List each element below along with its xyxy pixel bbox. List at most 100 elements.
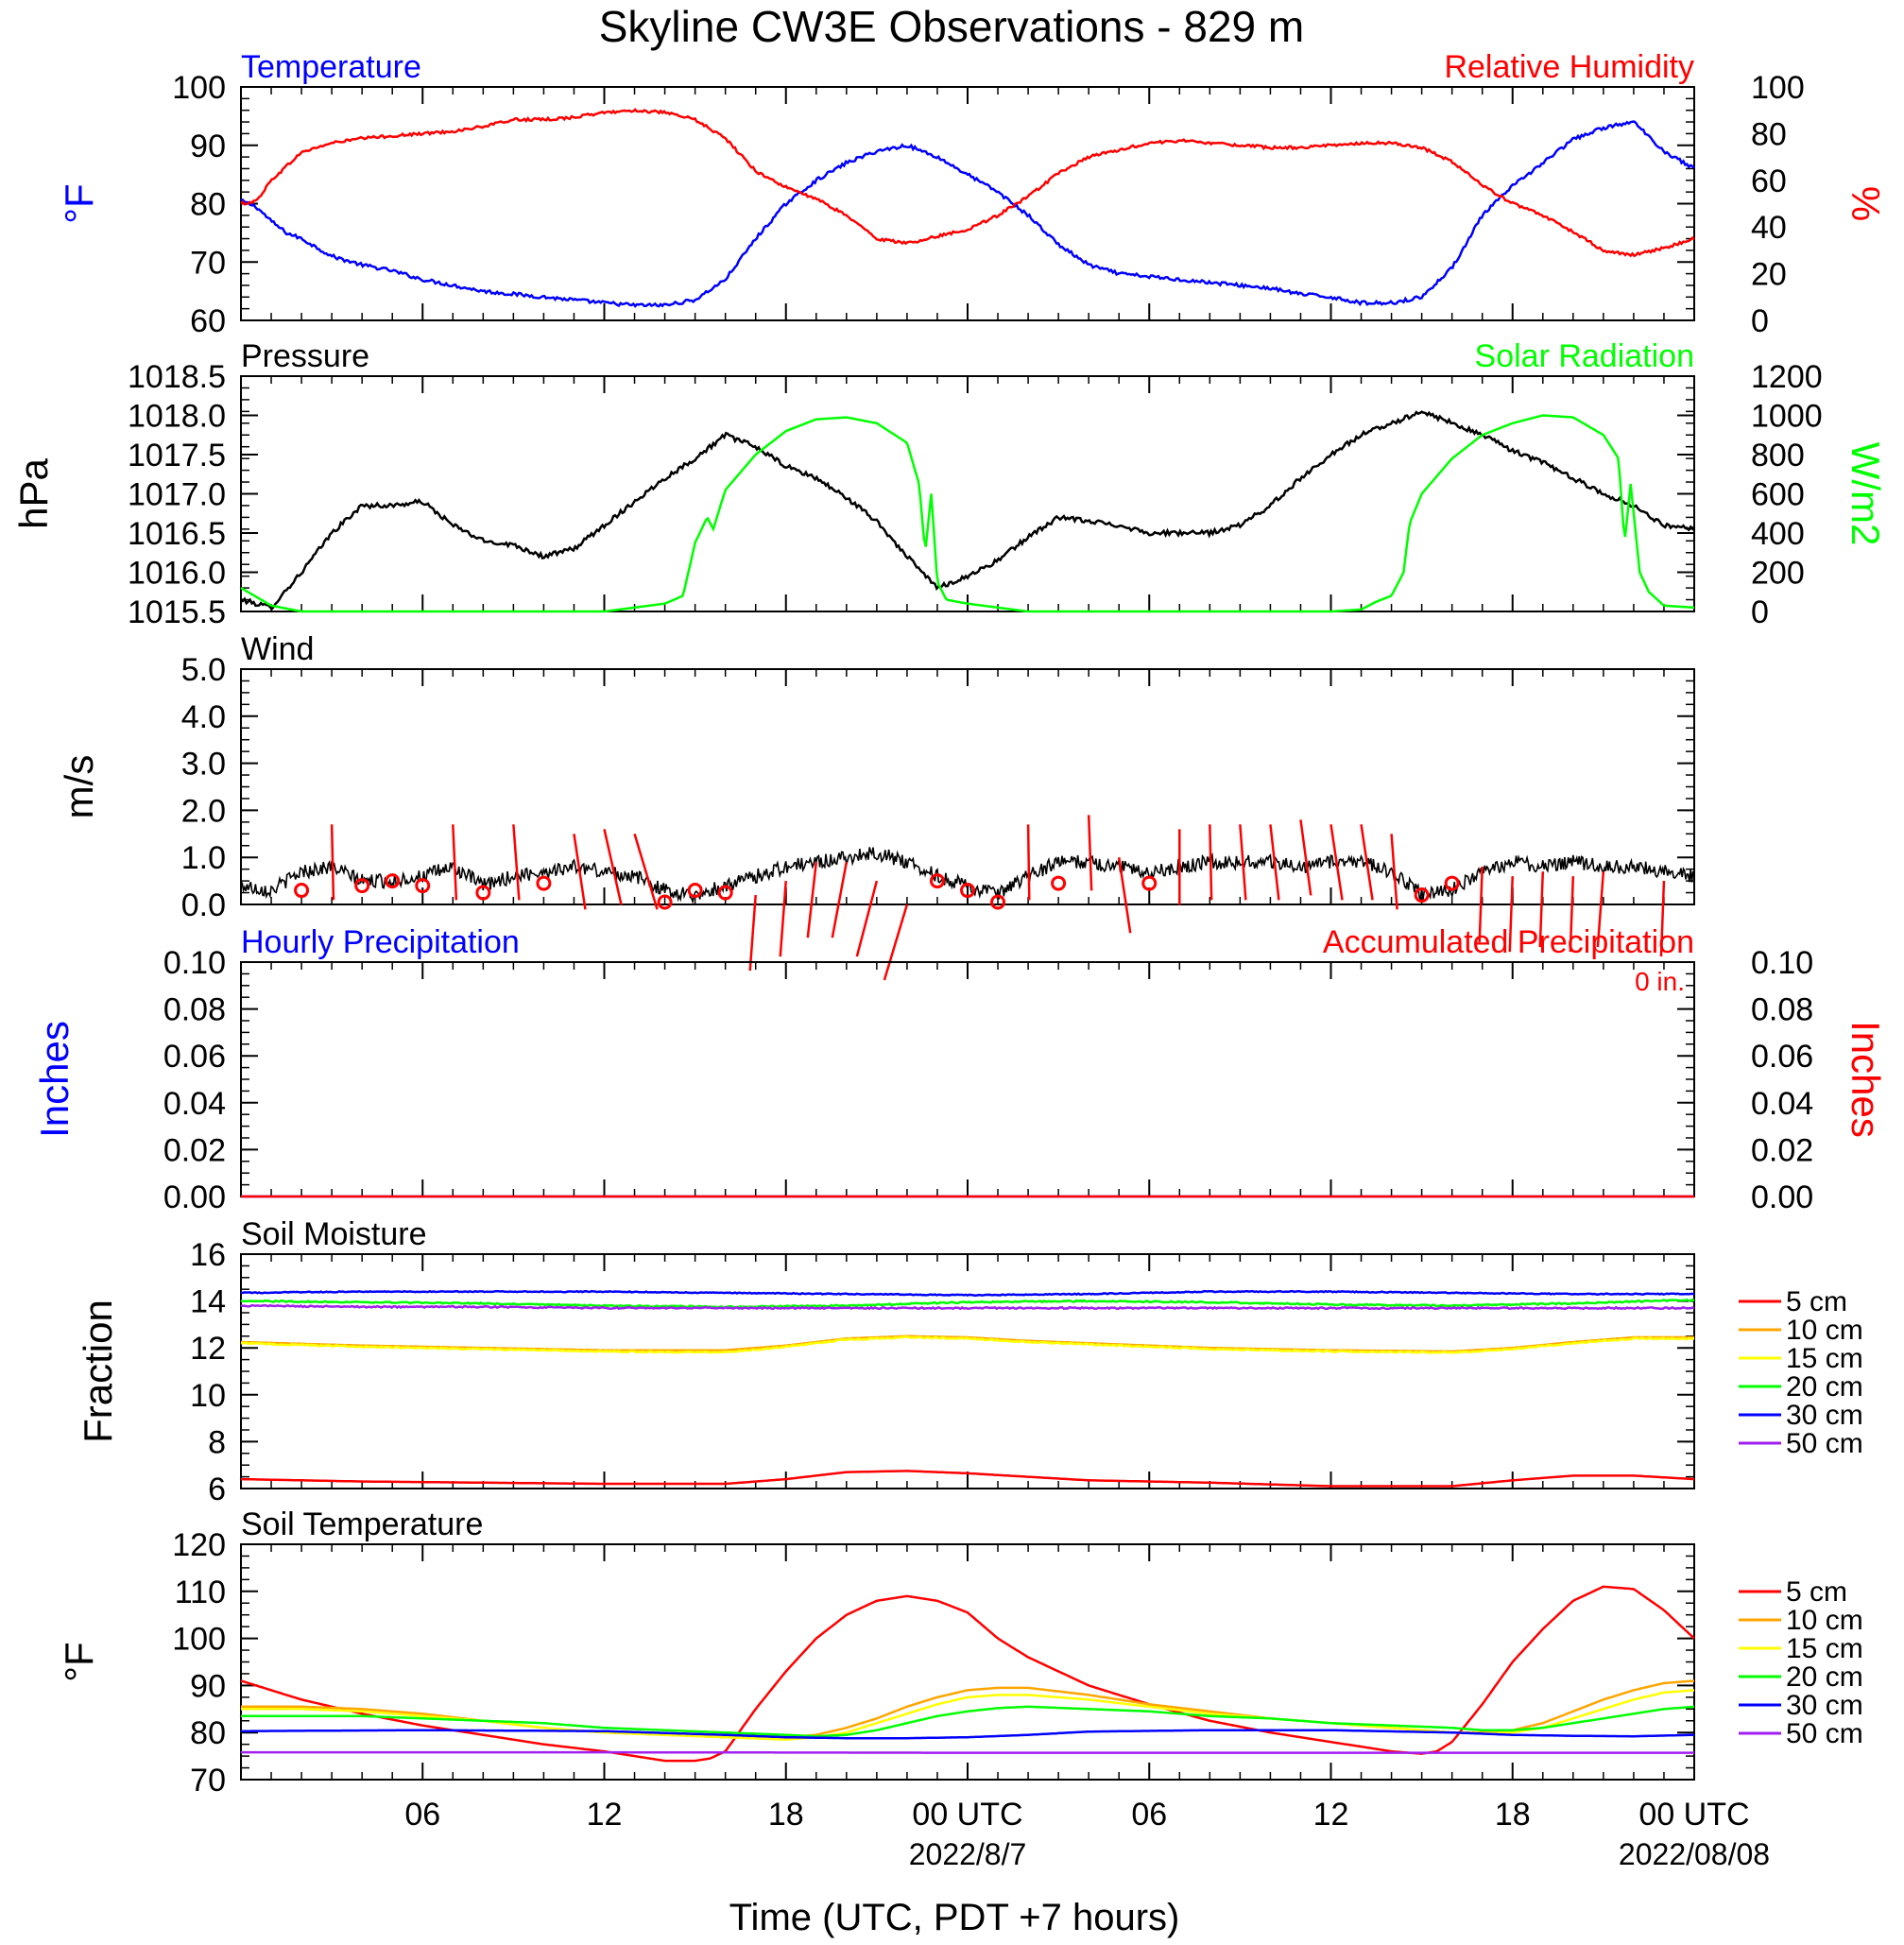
y-tick-label-right: 0.04 bbox=[1751, 1086, 1813, 1122]
y-tick-label-left: 1018.5 bbox=[128, 359, 226, 395]
y-tick-label-left: 16 bbox=[190, 1237, 226, 1273]
series-line-solar-radiation bbox=[240, 414, 1695, 613]
legend-label: 50 cm bbox=[1786, 1428, 1863, 1459]
y-tick-label-right: 0 bbox=[1751, 594, 1769, 630]
y-tick-label-right: 40 bbox=[1751, 210, 1787, 246]
series-line-30-cm bbox=[240, 1289, 1694, 1298]
wind-barb bbox=[633, 833, 659, 910]
wind-barb bbox=[1596, 871, 1605, 948]
y-tick-label-left: 5.0 bbox=[181, 652, 226, 688]
y-tick-label-left: 0.08 bbox=[163, 992, 226, 1028]
y-tick-label-left: 1017.0 bbox=[128, 477, 226, 513]
wind-barb bbox=[1569, 876, 1575, 953]
plot-frame bbox=[240, 1543, 1695, 1781]
y-tick-label-left: 1016.5 bbox=[128, 516, 226, 552]
legend-label: 10 cm bbox=[1786, 1315, 1863, 1346]
wind-barb bbox=[573, 834, 587, 910]
panel-annotation: 0 in. bbox=[1635, 967, 1685, 996]
panel-title-left: Soil Moisture bbox=[241, 1216, 427, 1252]
wind-barb bbox=[1360, 824, 1374, 901]
panel-title-right: Accumulated Precipitation bbox=[1323, 924, 1694, 960]
y-tick-label-left: 8 bbox=[208, 1424, 226, 1460]
y-tick-label-right: 80 bbox=[1751, 116, 1787, 152]
y-axis-label-left: Fraction bbox=[76, 1300, 120, 1443]
y-tick-label-left: 0.0 bbox=[181, 887, 226, 923]
calm-wind-marker bbox=[354, 878, 370, 894]
y-tick-label-left: 120 bbox=[172, 1527, 226, 1563]
calm-wind-marker bbox=[929, 873, 945, 889]
wind-barb bbox=[1329, 824, 1344, 901]
y-tick-label-right: 0.08 bbox=[1751, 992, 1813, 1028]
series-line-15-cm bbox=[240, 1335, 1695, 1354]
y-tick-label-right: 1000 bbox=[1751, 399, 1823, 435]
x-tick-date-label: 2022/08/08 bbox=[1619, 1837, 1770, 1871]
y-tick-label-left: 70 bbox=[190, 245, 226, 281]
calm-wind-marker bbox=[294, 883, 310, 899]
wind-barb bbox=[452, 824, 458, 901]
y-tick-label-left: 12 bbox=[190, 1331, 226, 1367]
wind-barb bbox=[831, 861, 849, 938]
wind-barb bbox=[512, 824, 521, 901]
y-tick-label-right: 0.02 bbox=[1751, 1132, 1813, 1168]
y-axis-label-left: °F bbox=[57, 183, 101, 223]
y-tick-label-left: 100 bbox=[172, 1622, 226, 1658]
calm-wind-marker bbox=[687, 883, 703, 899]
series-line-30-cm bbox=[241, 1729, 1694, 1740]
panel-precip: 0.00 0.02 0.04 0.06 0.08 0.10 0.00 0.02 0.04 0.06… bbox=[32, 924, 1888, 1215]
calm-wind-marker bbox=[1444, 875, 1460, 891]
series-line-5-cm bbox=[240, 1585, 1695, 1763]
legend-label: 50 cm bbox=[1786, 1718, 1863, 1749]
wind-barb bbox=[603, 829, 623, 905]
y-tick-label-left: 1016.0 bbox=[128, 556, 226, 592]
y-tick-label-right: 0.00 bbox=[1751, 1179, 1813, 1215]
y-tick-label-right: 0 bbox=[1751, 303, 1769, 339]
wind-barb bbox=[1117, 857, 1132, 934]
y-tick-label-right: 1200 bbox=[1751, 359, 1823, 395]
y-tick-label-left: 3.0 bbox=[181, 747, 226, 783]
y-tick-label-left: 0.00 bbox=[163, 1179, 226, 1215]
x-tick-label: 12 bbox=[1313, 1797, 1349, 1833]
y-tick-label-right: 200 bbox=[1751, 556, 1805, 592]
y-tick-label-left: 4.0 bbox=[181, 699, 226, 735]
y-tick-label-left: 0.04 bbox=[163, 1086, 226, 1122]
wind-barb bbox=[1390, 834, 1398, 910]
series-line-20-cm bbox=[240, 1298, 1695, 1309]
y-tick-label-left: 0.02 bbox=[163, 1132, 226, 1168]
wind-barb bbox=[883, 904, 909, 981]
x-tick-label: 12 bbox=[587, 1797, 623, 1833]
wind-barb bbox=[1659, 881, 1666, 957]
x-tick-label: 00 UTC bbox=[912, 1797, 1022, 1833]
series-line-5-cm bbox=[241, 1470, 1695, 1488]
legend-label: 30 cm bbox=[1786, 1400, 1863, 1431]
y-tick-label-left: 14 bbox=[190, 1284, 226, 1320]
wind-barb bbox=[1269, 824, 1280, 901]
y-tick-label-right: 20 bbox=[1751, 257, 1787, 293]
calm-wind-marker bbox=[1141, 875, 1158, 891]
y-tick-label-right: 800 bbox=[1751, 438, 1805, 473]
panel-title-right: Relative Humidity bbox=[1444, 49, 1694, 85]
panel-soil_temp: 70 80 90 100 110 120 Soil Temperature °F 5 cm10 … bbox=[57, 1506, 1863, 1799]
wind-barb bbox=[806, 862, 818, 938]
wind-barb bbox=[1087, 815, 1093, 891]
y-tick-label-left: 1015.5 bbox=[128, 594, 226, 630]
y-tick-label-left: 110 bbox=[175, 1575, 226, 1610]
wind-barb bbox=[1239, 824, 1247, 901]
panel-title-left: Hourly Precipitation bbox=[241, 924, 520, 960]
calm-wind-marker bbox=[1051, 875, 1067, 891]
y-tick-label-left: 6 bbox=[208, 1472, 226, 1507]
plot-frame bbox=[240, 1253, 1695, 1489]
legend-label: 15 cm bbox=[1786, 1343, 1863, 1374]
wind-barb bbox=[779, 881, 787, 957]
calm-wind-marker bbox=[1414, 887, 1430, 904]
wind-barb bbox=[1508, 876, 1514, 953]
y-axis-label-right: W/m2 bbox=[1844, 442, 1888, 546]
y-axis-label-left: °F bbox=[57, 1642, 101, 1681]
legend-label: 20 cm bbox=[1786, 1661, 1863, 1693]
y-axis-label-left: hPa bbox=[11, 457, 56, 528]
y-tick-label-left: 2.0 bbox=[181, 793, 226, 829]
wind-barb bbox=[1209, 824, 1213, 901]
series-line-50-cm bbox=[240, 1303, 1695, 1311]
plot-frame bbox=[240, 961, 1695, 1197]
y-tick-label-left: 100 bbox=[172, 70, 226, 106]
